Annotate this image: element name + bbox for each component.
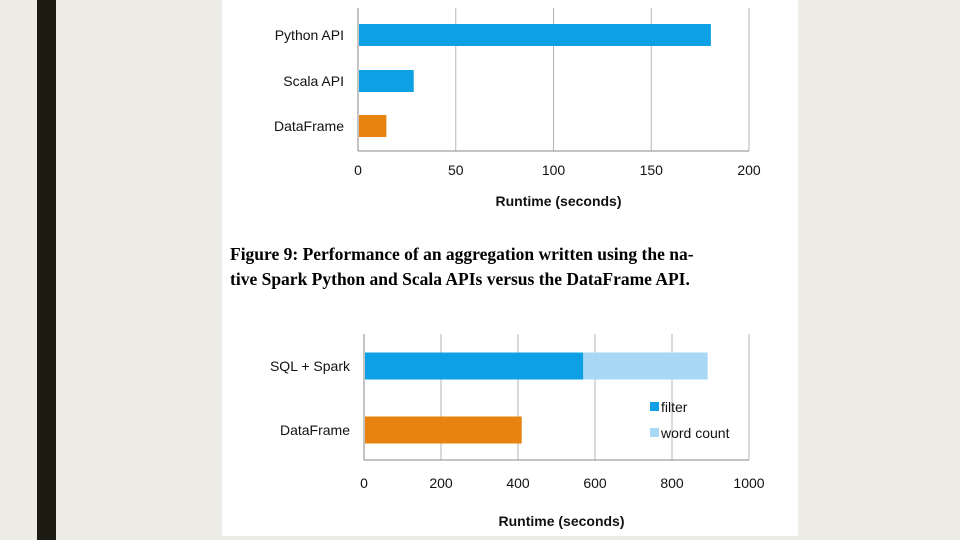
x-tick-label-200: 200 [737, 162, 761, 178]
bar-scala-api [359, 70, 414, 92]
bar-python-api [359, 24, 711, 46]
paper-excerpt: 0 50 100 150 200 Python API Scala API DataFrame… [222, 0, 798, 536]
x-tick-label-1000: 1000 [733, 475, 764, 491]
x-tick-label-0: 0 [360, 475, 368, 491]
caption-line-1: Figure 9: Performance of an aggregation … [230, 244, 694, 264]
x-tick-label-400: 400 [506, 475, 530, 491]
x-tick-label-50: 50 [448, 162, 464, 178]
bar-dataframe [359, 115, 387, 137]
y-tick-label-dataframe: DataFrame [280, 422, 350, 438]
x-tick-label-600: 600 [583, 475, 607, 491]
y-tick-label-sql-spark: SQL + Spark [270, 358, 351, 374]
x-tick-label-800: 800 [660, 475, 684, 491]
chart-filter-wordcount-runtime: 0 200 400 600 800 1000 SQL + Spark DataFrame fil… [270, 334, 765, 529]
y-tick-label-dataframe: DataFrame [274, 118, 344, 134]
legend-label-filter: filter [661, 399, 688, 415]
x-axis-title: Runtime (seconds) [495, 193, 621, 209]
x-tick-label-100: 100 [542, 162, 566, 178]
slide-accent-bar [37, 0, 56, 540]
legend-swatch-word-count [650, 428, 659, 437]
x-tick-label-0: 0 [354, 162, 362, 178]
figure-9-caption: Figure 9: Performance of an aggregation … [230, 242, 790, 292]
legend-swatch-filter [650, 402, 659, 411]
x-tick-label-200: 200 [429, 475, 453, 491]
caption-line-2: tive Spark Python and Scala APIs versus … [230, 269, 690, 289]
chart-aggregation-runtime: 0 50 100 150 200 Python API Scala API DataFrame… [274, 8, 761, 209]
x-axis-title: Runtime (seconds) [498, 513, 624, 529]
bar-dataframe-filter [365, 416, 522, 444]
bar-sql-spark-word-count [583, 352, 708, 380]
y-tick-label-scala-api: Scala API [283, 73, 344, 89]
legend-label-word-count: word count [660, 425, 730, 441]
bar-sql-spark-filter [365, 352, 584, 380]
x-tick-label-150: 150 [640, 162, 664, 178]
y-tick-label-python-api: Python API [275, 27, 344, 43]
